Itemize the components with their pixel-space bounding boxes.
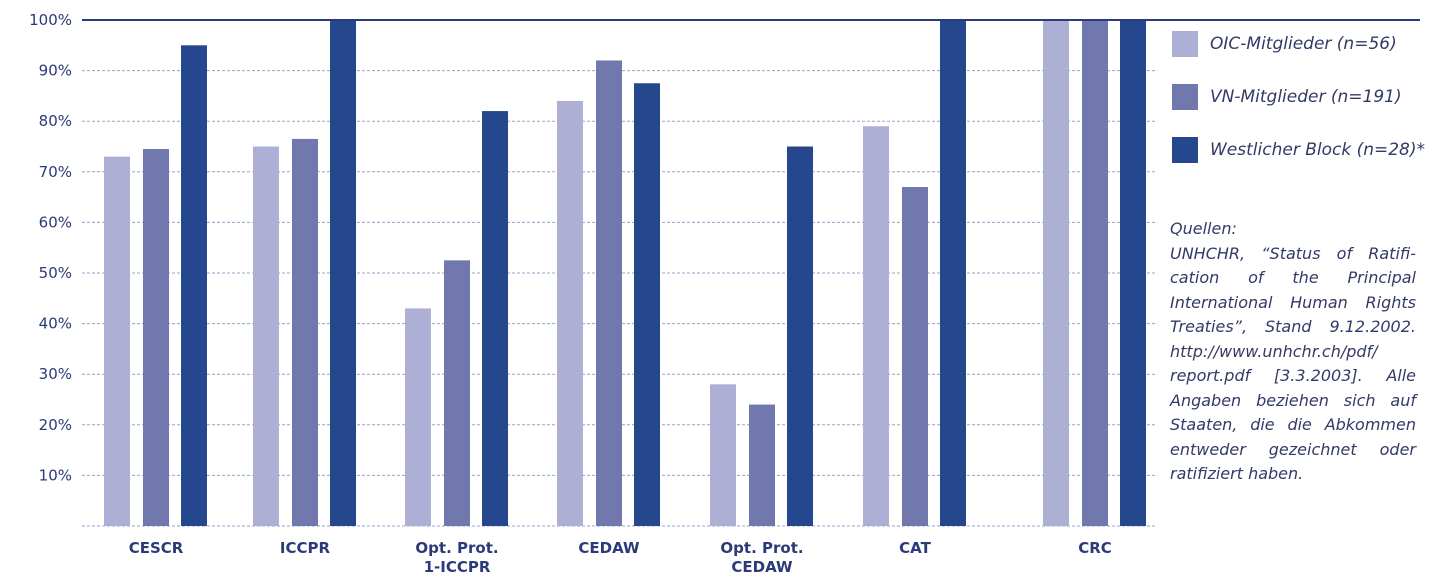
- x-tick-label: CEDAW: [731, 558, 793, 573]
- bar: [749, 404, 775, 526]
- y-tick-label: 100%: [29, 11, 72, 29]
- bar: [710, 384, 736, 526]
- bar: [1120, 20, 1146, 526]
- y-tick-label: 90%: [39, 62, 72, 80]
- legend-item-western: Westlicher Block (n=28)*: [1172, 136, 1432, 164]
- bar: [405, 308, 431, 526]
- legend-label-vn: VN-Mitglieder (n=191): [1210, 87, 1402, 107]
- y-tick-label: 20%: [39, 416, 72, 434]
- y-tick-label: 80%: [39, 112, 72, 130]
- legend-item-oic: OIC-Mitglieder (n=56): [1172, 30, 1432, 58]
- bar: [330, 20, 356, 526]
- bar: [482, 111, 508, 526]
- x-tick-label: CEDAW: [578, 539, 640, 557]
- legend-item-vn: VN-Mitglieder (n=191): [1172, 83, 1432, 111]
- bar: [557, 100, 583, 527]
- x-tick-label: Opt. Prot.: [415, 539, 498, 557]
- x-tick-label: CESCR: [129, 539, 184, 557]
- bar: [940, 20, 966, 526]
- bar: [292, 138, 318, 526]
- bar: [1082, 20, 1108, 526]
- bar: [444, 260, 470, 526]
- y-tick-label: 60%: [39, 213, 72, 231]
- bar: [634, 83, 660, 526]
- y-tick-label: 70%: [39, 163, 72, 181]
- x-tick-label: CAT: [899, 539, 931, 557]
- bar: [143, 149, 169, 526]
- legend-swatch-vn: [1172, 84, 1198, 110]
- legend-label-western: Westlicher Block (n=28)*: [1210, 140, 1426, 160]
- sources-text: UNHCHR, “Status of Ratifi-cation of the …: [1170, 243, 1416, 484]
- sources-heading: Quellen:: [1170, 219, 1237, 238]
- bar: [863, 126, 889, 526]
- legend-swatch-oic: [1172, 31, 1198, 57]
- bar: [104, 156, 130, 526]
- y-tick-label: 30%: [39, 365, 72, 383]
- x-tick-label: ICCPR: [280, 539, 331, 557]
- bar: [902, 186, 928, 527]
- bar: [181, 45, 207, 527]
- y-tick-label: 10%: [39, 466, 72, 484]
- y-tick-label: 50%: [39, 264, 72, 282]
- bar: [253, 146, 279, 526]
- legend-label-oic: OIC-Mitglieder (n=56): [1210, 34, 1397, 54]
- bar: [596, 60, 622, 526]
- bar: [1043, 20, 1069, 526]
- x-tick-label: 1-ICCPR: [424, 558, 491, 573]
- legend-swatch-western: [1172, 137, 1198, 163]
- bar: [787, 146, 813, 526]
- y-tick-label: 40%: [39, 315, 72, 333]
- x-tick-label: Opt. Prot.: [720, 539, 803, 557]
- x-tick-label: CRC: [1078, 539, 1112, 557]
- sources-note: Quellen: UNHCHR, “Status of Ratifi-catio…: [1170, 217, 1416, 487]
- legend: OIC-Mitglieder (n=56) VN-Mitglieder (n=1…: [1172, 30, 1432, 189]
